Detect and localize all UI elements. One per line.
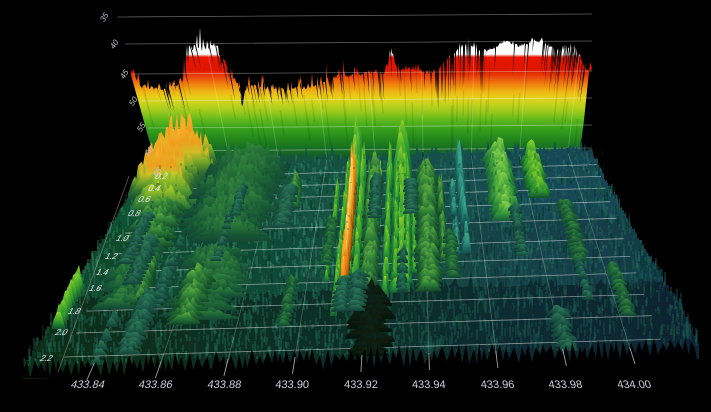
svg-text:433.88: 433.88 [207, 379, 242, 391]
svg-text:1.6: 1.6 [87, 284, 104, 293]
svg-text:433.94: 433.94 [412, 379, 446, 391]
svg-text:0.2: 0.2 [153, 172, 170, 181]
svg-text:2.0: 2.0 [53, 328, 70, 337]
svg-text:434.00: 434.00 [616, 379, 653, 391]
svg-text:1.2: 1.2 [103, 252, 120, 261]
svg-text:0.6: 0.6 [136, 195, 153, 204]
svg-text:433.98: 433.98 [547, 379, 583, 391]
svg-text:0.4: 0.4 [146, 184, 163, 193]
svg-text:433.86: 433.86 [138, 379, 174, 391]
svg-text:1.8: 1.8 [66, 307, 83, 316]
svg-text:433.96: 433.96 [480, 379, 515, 391]
svg-text:1.0: 1.0 [114, 234, 131, 243]
svg-text:1.4: 1.4 [94, 268, 111, 277]
svg-text:433.92: 433.92 [344, 379, 378, 391]
svg-text:433.84: 433.84 [69, 379, 106, 391]
svg-text:433.90: 433.90 [275, 379, 309, 391]
svg-text:0.8: 0.8 [126, 209, 143, 218]
svg-text:2.2: 2.2 [38, 354, 55, 363]
